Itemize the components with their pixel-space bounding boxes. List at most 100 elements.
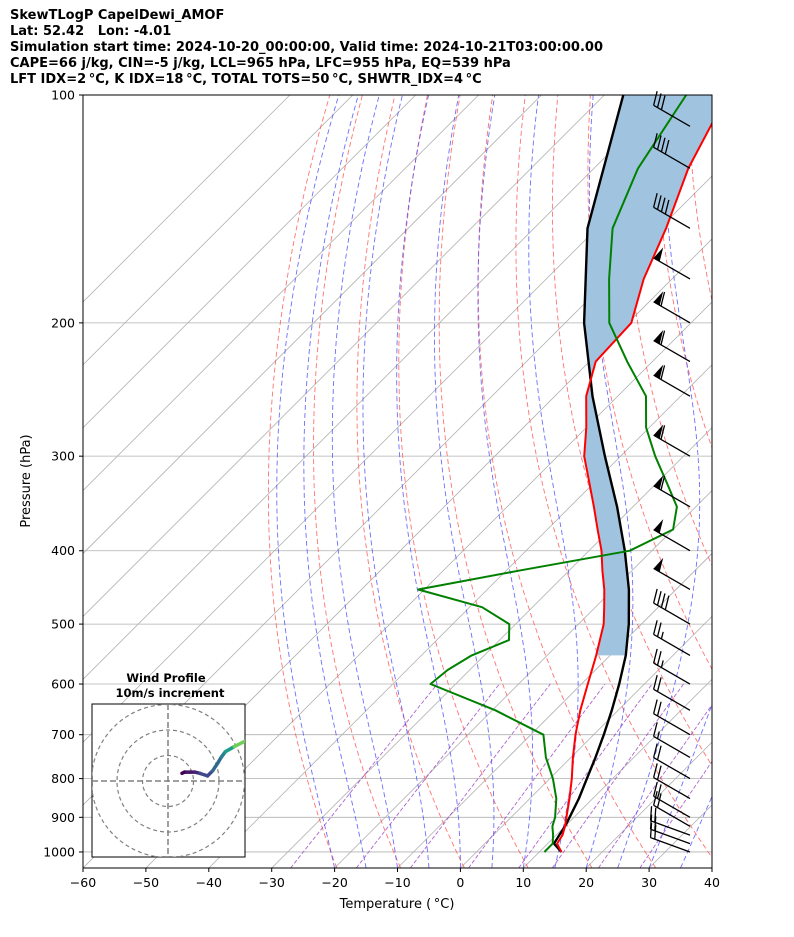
barb-staff (653, 804, 691, 827)
x-tick-label: 20 (578, 875, 594, 890)
y-tick-label: 900 (51, 810, 75, 825)
wind-barb (652, 782, 691, 818)
x-tick-label: −30 (259, 875, 285, 890)
axes: −60 −50 −40 −30 −20 −10 0 10 20 30 40 100 200 300 400 5… (43, 88, 720, 891)
chart-title: SkewTLogP CapelDewi_AMOF (10, 8, 225, 23)
barb-flag (654, 807, 657, 823)
cape-fill (584, 95, 712, 656)
barb-flag (652, 193, 658, 208)
moist-adiabat-line (434, 95, 495, 868)
barb-pennant (653, 291, 664, 306)
dry-adiabat-line (515, 95, 712, 859)
wind-barb (652, 648, 691, 685)
isotherm-line (83, 95, 479, 492)
wind-barb (652, 743, 691, 780)
mixing-ratio-line (551, 683, 684, 868)
wind-barb (652, 133, 691, 169)
barb-half-flag (656, 731, 660, 739)
wind-barb (653, 519, 691, 552)
isotherm-line (334, 490, 712, 868)
barb-flag (660, 197, 666, 212)
barb-staff (653, 340, 691, 363)
barb-flag (660, 95, 666, 110)
wind-barb (652, 763, 691, 800)
barb-flag (656, 784, 662, 799)
moist-adiabat-line (617, 95, 701, 868)
simulation-times: Simulation start time: 2024-10-20_00:00:… (10, 40, 603, 55)
hodograph-inset: Wind Profile 10m/s increment (91, 671, 246, 858)
barb-staff (650, 828, 691, 845)
x-tick-label: 40 (704, 875, 720, 890)
barb-flag (656, 765, 662, 780)
dewpoint-profile-line (417, 95, 688, 853)
x-tick-label: 10 (515, 875, 531, 890)
dry-adiabat-line (313, 95, 402, 868)
mixing-ratio-line (410, 683, 551, 868)
barb-staff (650, 820, 691, 836)
moist-adiabat-line (396, 95, 461, 868)
wind-barb (653, 291, 691, 324)
barb-flag (660, 291, 666, 307)
dry-adiabat-line (438, 95, 593, 868)
isotherm-line (83, 95, 291, 303)
barb-flag (652, 91, 658, 106)
barb-flag (652, 648, 658, 664)
moist-adiabat-line (276, 95, 340, 868)
mixing-ratio-line (468, 683, 606, 868)
instability-indices-1: CAPE=66 j/kg, CIN=-5 j/kg, LCL=965 hPa, … (10, 56, 511, 71)
sounding-profiles (417, 95, 712, 853)
barb-pennant (653, 557, 664, 572)
barb-staff (653, 688, 691, 711)
isotherm-line (397, 552, 712, 868)
dry-adiabat-line (356, 95, 465, 868)
y-tick-label: 100 (51, 88, 75, 103)
barb-half-flag (660, 631, 664, 640)
barb-staff (653, 104, 691, 127)
barb-flag (652, 675, 658, 690)
barb-pennant (653, 424, 664, 439)
hodograph-subtitle: 10m/s increment (116, 686, 225, 700)
barb-staff (653, 374, 691, 397)
wind-barb (653, 364, 691, 397)
moist-adiabat-line (585, 95, 634, 868)
barb-flag (664, 595, 670, 611)
y-tick-label: 500 (51, 617, 75, 632)
barb-pennant (653, 329, 664, 345)
wind-barb (653, 424, 691, 457)
hodograph-trace-segment (232, 739, 245, 749)
barb-flag (656, 701, 662, 717)
barb-flag (656, 135, 662, 150)
barb-pennant (653, 475, 664, 490)
x-tick-label: 30 (641, 875, 657, 890)
barb-flag (656, 195, 662, 210)
y-axis-label: Pressure (hPa) (19, 434, 34, 527)
y-tick-label: 1000 (43, 844, 75, 859)
barb-flag (656, 650, 662, 666)
barb-staff (653, 713, 691, 736)
isotherm-line (145, 301, 712, 868)
barb-flag (660, 365, 666, 380)
mixing-ratio-line (598, 703, 712, 868)
x-tick-label: −10 (384, 875, 410, 890)
wind-barb (652, 193, 691, 229)
barb-flag (652, 791, 658, 806)
barb-flag (652, 763, 658, 778)
station-location: Lat: 52.42 Lon: -4.01 (10, 24, 172, 39)
x-tick-label: −60 (70, 875, 96, 890)
y-tick-label: 400 (51, 543, 75, 558)
wind-barb (653, 329, 691, 363)
moist-adiabat-line (528, 95, 579, 868)
x-tick-label: −20 (321, 875, 347, 890)
isotherm-line (83, 95, 354, 366)
y-tick-label: 800 (51, 771, 75, 786)
barb-staff (653, 757, 691, 780)
mixing-ratio-line (290, 683, 438, 868)
barb-pennant (653, 364, 664, 379)
wind-barb (652, 675, 691, 711)
x-axis-label: Temperature ( °C) (339, 897, 455, 912)
barb-flag (652, 133, 658, 148)
barb-flag (656, 745, 662, 761)
x-tick-label: −50 (133, 875, 159, 890)
dry-adiabat-line (477, 95, 657, 868)
barb-staff (653, 257, 691, 280)
